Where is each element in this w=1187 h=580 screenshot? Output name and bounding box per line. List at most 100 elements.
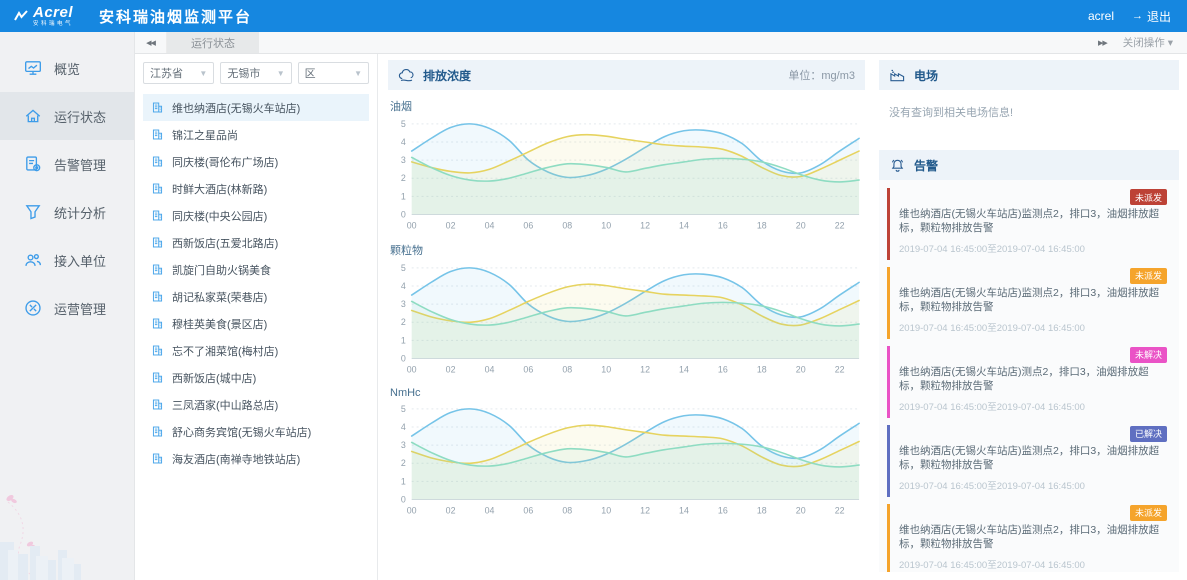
building-icon [151,209,164,222]
svg-text:06: 06 [523,220,533,230]
svg-text:00: 00 [407,505,417,515]
alarm-panel: 告警 未派发 维也纳酒店(无锡火车站店)监测点2，排口3，油烟排放超标，颗粒物排放… [879,150,1179,572]
store-name: 西新饭店(五爱北路店) [172,237,279,250]
store-list-item[interactable]: 忘不了湘菜馆(梅村店) [143,337,369,364]
alarm-panel-header: 告警 [879,150,1179,180]
svg-text:18: 18 [757,220,767,230]
svg-text:3: 3 [401,155,406,165]
svg-text:4: 4 [401,137,406,147]
sidebar-item-5[interactable]: 运营管理 [0,284,134,332]
store-list-item[interactable]: 时鲜大酒店(林新路) [143,175,369,202]
emission-panel: 排放浓度 单位：mg/m3 油烟 0 1 2 3 4 5 00 02 04 06 08 10 12 14 16… [378,54,875,580]
svg-text:5: 5 [401,403,406,413]
right-panel: 电场 没有查询到相关电场信息! 告警 [875,54,1187,580]
overview-icon [24,59,42,77]
svg-text:10: 10 [601,505,611,515]
svg-text:2: 2 [401,317,406,327]
svg-text:02: 02 [446,220,456,230]
sidebar-item-3[interactable]: 统计分析 [0,188,134,236]
close-operations-dropdown[interactable]: 关闭操作 ▾ [1122,37,1173,49]
building-icon [151,452,164,465]
sidebar-item-4[interactable]: 接入单位 [0,236,134,284]
store-name: 时鲜大酒店(林新路) [172,183,268,196]
tab-scroll-left-icon[interactable]: ◀◀ [135,32,167,53]
alarm-list: 未派发 维也纳酒店(无锡火车站店)监测点2，排口3，油烟排放超标，颗粒物排放告警 2… [879,180,1179,572]
svg-text:3: 3 [401,440,406,450]
region-select-value: 无锡市 [227,68,261,80]
chevron-down-icon: ▼ [199,68,208,78]
store-list-item[interactable]: 穆桂英美食(景区店) [143,310,369,337]
alarm-time-range: 2019-07-04 16:45:00至2019-07-04 16:45:00 [899,322,1085,334]
sidebar-item-2[interactable]: 告警管理 [0,140,134,188]
store-list-item[interactable]: 海友酒店(南禅寺地铁站店) [143,445,369,472]
store-list-item[interactable]: 西新饭店(城中店) [143,364,369,391]
acrel-logo: Acrel 安科瑞电气 [14,5,73,28]
store-name: 同庆楼(哥伦布广场店) [172,156,279,169]
logo-subtext: 安科瑞电气 [33,20,74,27]
sidebar-menu: 概览 运行状态 告警管理统计分析接入单位运营管理 [0,32,134,332]
store-list-item[interactable]: 同庆楼(中央公园店) [143,202,369,229]
building-icon [151,236,164,249]
store-name: 忘不了湘菜馆(梅村店) [172,345,279,358]
alarm-item[interactable]: 已解决 维也纳酒店(无锡火车站店)监测点2，排口3，油烟排放超标，颗粒物排放告警 2… [887,424,1171,497]
building-icon [151,155,164,168]
page-title: 安科瑞油烟监测平台 [99,8,253,26]
store-list-item[interactable]: 同庆楼(哥伦布广场店) [143,148,369,175]
logo-text: Acrel [33,3,74,21]
chart-title: NmHc [390,386,421,399]
svg-text:04: 04 [485,220,495,230]
store-list-item[interactable]: 锦江之星品尚 [143,121,369,148]
region-select-0[interactable]: 江苏省 ▼ [143,62,215,84]
region-select-1[interactable]: 无锡市 ▼ [220,62,292,84]
username[interactable]: acrel [1087,9,1114,23]
svg-text:00: 00 [407,220,417,230]
svg-text:10: 10 [601,220,611,230]
store-list-item[interactable]: 西新饭店(五爱北路店) [143,229,369,256]
alarm-panel-title: 告警 [914,158,939,173]
store-list-item[interactable]: 胡记私家菜(荣巷店) [143,283,369,310]
svg-text:12: 12 [640,505,650,515]
alarm-item[interactable]: 未派发 维也纳酒店(无锡火车站店)监测点2，排口3，油烟排放超标，颗粒物排放告警 2… [887,188,1171,260]
tab-scroll-right-icon[interactable]: ▶▶ [1098,39,1108,47]
logout-button[interactable]: → 退出 [1132,8,1171,25]
store-list-item[interactable]: 舒心商务宾馆(无锡火车站店) [143,418,369,445]
building-icon [151,290,164,303]
tab-running-status[interactable]: 运行状态 [167,32,259,53]
logout-icon: → [1131,10,1143,22]
building-icon [151,101,164,114]
building-icon [151,425,164,438]
sidebar-item-0[interactable]: 概览 [0,44,134,92]
field-panel-header: 电场 [879,60,1179,90]
store-name: 凯旋门自助火锅美食 [172,264,271,277]
sidebar-item-label: 接入单位 [54,253,107,269]
store-list: 维也纳酒店(无锡火车站店) 锦江之星品尚同庆楼(哥伦布广场店) 时鲜大酒店(林新路)… [143,94,369,472]
alarm-item[interactable]: 未派发 维也纳酒店(无锡火车站店)监测点2，排口3，油烟排放超标，颗粒物排放告警 2… [887,503,1171,572]
chart-2: NmHc 0 1 2 3 4 5 00 02 04 06 08 10 12 14 16 18 20 22 [388,387,865,519]
svg-text:16: 16 [718,505,728,515]
region-select-2[interactable]: 区 ▼ [297,62,369,84]
chart-title: 油烟 [390,101,412,113]
alarm-text: 维也纳酒店(无锡火车站店)监测点2，排口3，油烟排放超标，颗粒物排放告警 [899,444,1160,472]
alarm-text: 维也纳酒店(无锡火车站店)监测点2，排口3，油烟排放超标，颗粒物排放告警 [899,286,1160,314]
emission-panel-title: 排放浓度 [423,68,472,83]
home-icon [24,107,42,125]
alarm-text: 维也纳酒店(无锡火车站店)监测点2，排口3，油烟排放超标，颗粒物排放告警 [899,208,1160,235]
alarm-status-badge: 未解决 [1129,346,1167,363]
store-list-item[interactable]: 凯旋门自助火锅美食 [143,256,369,283]
store-list-item[interactable]: 三凤酒家(中山路总店) [143,391,369,418]
store-name: 维也纳酒店(无锡火车站店) [172,102,301,115]
building-icon [151,182,164,195]
alarm-item[interactable]: 未派发 维也纳酒店(无锡火车站店)监测点2，排口3，油烟排放超标，颗粒物排放告警 2… [887,266,1171,339]
svg-text:1: 1 [401,191,406,201]
store-list-item[interactable]: 维也纳酒店(无锡火车站店) [143,94,369,121]
sidebar-item-1[interactable]: 运行状态 [0,92,134,140]
chart-title: 颗粒物 [390,245,423,258]
store-name: 西新饭店(城中店) [172,372,257,385]
svg-text:06: 06 [523,365,533,375]
alarm-time-range: 2019-07-04 16:45:00至2019-07-04 16:45:00 [899,480,1085,492]
sidebar-item-label: 统计分析 [54,205,107,221]
svg-text:04: 04 [485,365,495,375]
alarm-item[interactable]: 未解决 维也纳酒店(无锡火车站店)测点2，排口3，油烟排放超标，颗粒物排放告警 20… [887,345,1171,418]
